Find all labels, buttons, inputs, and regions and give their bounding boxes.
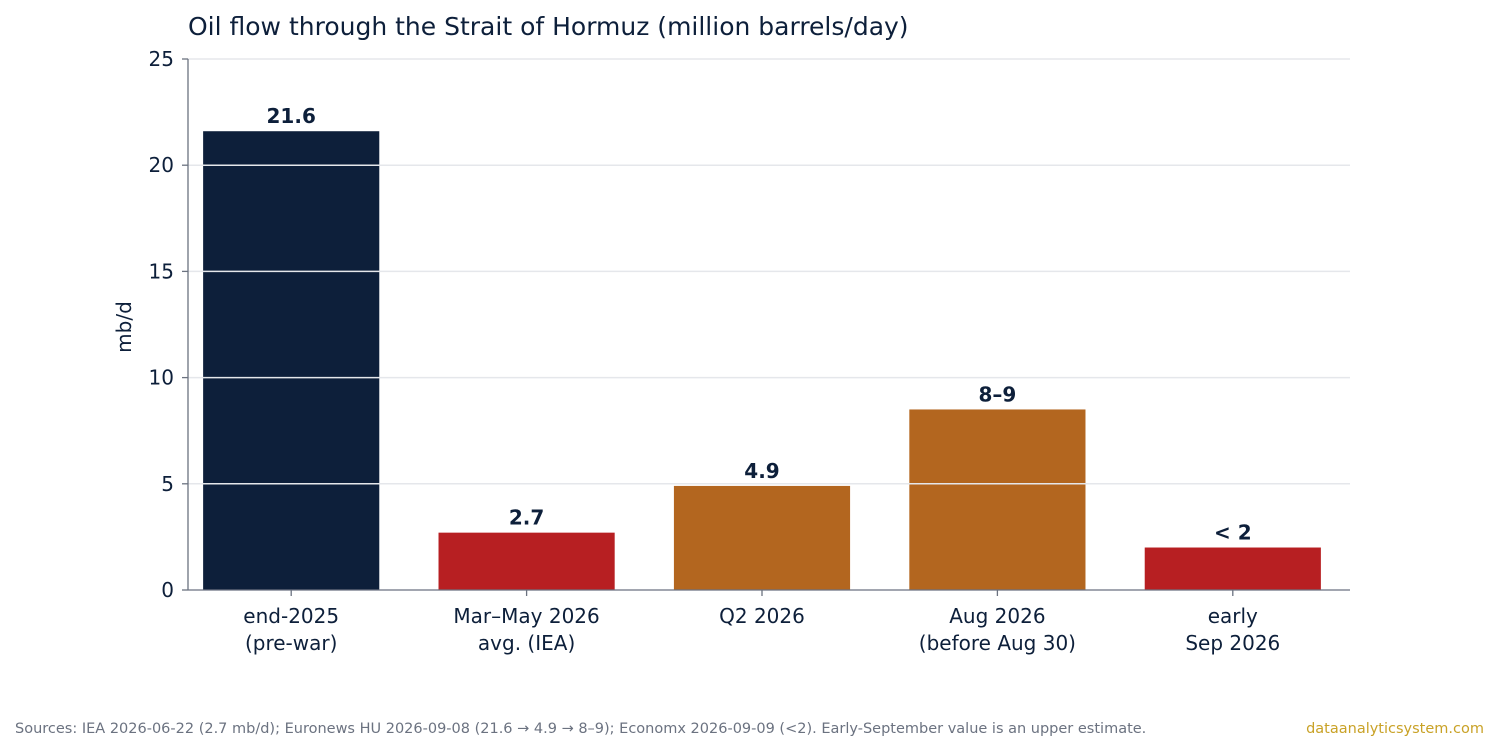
- brand-link[interactable]: dataanalyticsystem.com: [1306, 721, 1484, 737]
- sources-note: Sources: IEA 2026-06-22 (2.7 mb/d); Euro…: [15, 721, 1147, 737]
- data-label-2: 4.9: [744, 459, 779, 483]
- y-axis-title: mb/d: [112, 301, 136, 353]
- x-tick-label-3-1: (before Aug 30): [919, 631, 1076, 655]
- y-tick-label-2: 10: [149, 366, 174, 390]
- data-label-4: < 2: [1214, 521, 1252, 545]
- y-tick-label-3: 15: [149, 259, 174, 283]
- bar-3: [909, 409, 1086, 590]
- gridlines: [188, 58, 1350, 485]
- labels: 0 5 10 15 20 25 end-2025 (pre-war) Mar–May 2026 a…: [149, 47, 1281, 655]
- x-tick-label-1-0: Mar–May 2026: [453, 604, 599, 628]
- y-tick-label-0: 0: [161, 578, 174, 602]
- x-tick-label-2-0: Q2 2026: [719, 604, 805, 628]
- bars: [203, 131, 1321, 590]
- x-tick-label-4-0: early: [1208, 604, 1258, 628]
- chart-title: Oil flow through the Strait of Hormuz (m…: [188, 12, 909, 41]
- x-tick-label-0-0: end-2025: [243, 604, 339, 628]
- data-label-1: 2.7: [509, 506, 544, 530]
- y-tick-label-1: 5: [161, 472, 174, 496]
- bar-4: [1144, 547, 1321, 590]
- x-tick-label-0-1: (pre-war): [245, 631, 337, 655]
- bar-0: [203, 131, 380, 590]
- x-tick-label-4-1: Sep 2026: [1185, 631, 1280, 655]
- bar-2: [673, 485, 851, 590]
- x-tick-label-1-1: avg. (IEA): [478, 631, 575, 655]
- bar-1: [438, 532, 615, 590]
- x-tick-label-3-0: Aug 2026: [949, 604, 1045, 628]
- data-label-0: 21.6: [267, 104, 316, 128]
- y-tick-label-4: 20: [149, 153, 174, 177]
- axes: [182, 58, 1350, 596]
- data-label-3: 8–9: [978, 382, 1016, 406]
- y-tick-label-5: 25: [149, 47, 174, 71]
